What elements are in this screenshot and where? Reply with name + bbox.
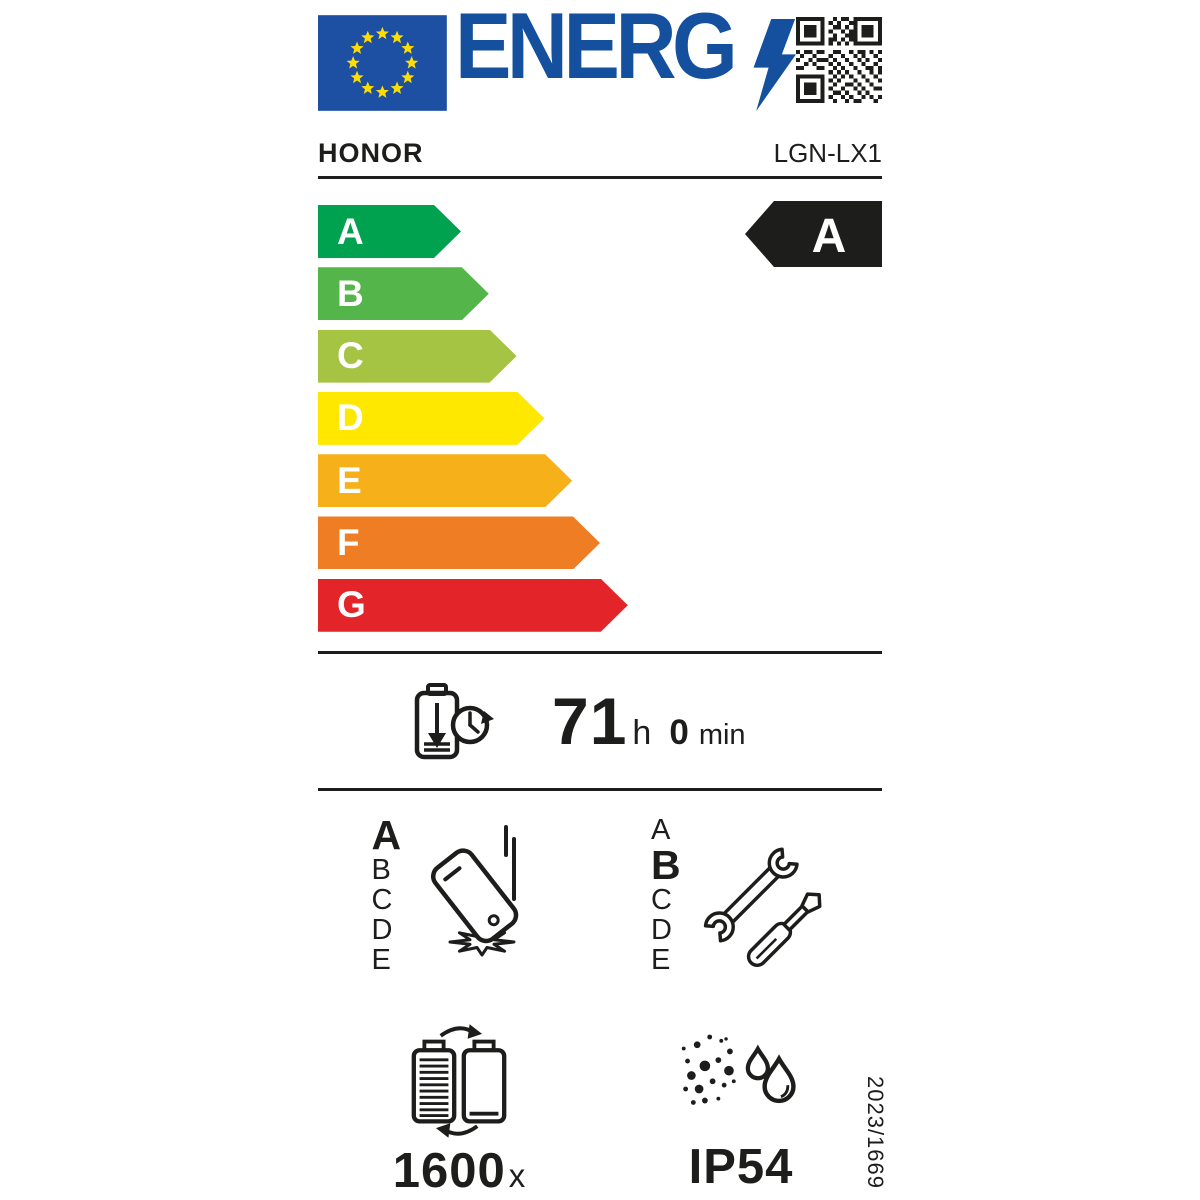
battery-cycles-section: 1600 x	[318, 1021, 600, 1199]
energy-class-letter: B	[337, 272, 364, 314]
scale-letter: B	[371, 853, 391, 886]
scale-letter: B	[651, 841, 681, 888]
dust-water-icon	[681, 1034, 796, 1105]
scale-letter: D	[651, 913, 672, 946]
endurance-hours: 71	[552, 683, 628, 758]
ingress-protection-section: IP54	[600, 1021, 882, 1199]
energy-class-letter: E	[337, 459, 362, 501]
falling-phone-icon	[430, 824, 518, 957]
energy-class-bar: D	[318, 392, 544, 445]
battery-endurance-section: 71 h 0 min	[410, 678, 882, 764]
ip-rating-label: IP54	[689, 1139, 794, 1195]
repairability-scale: A B C D E	[651, 815, 687, 1011]
endurance-minutes: 0	[669, 712, 689, 752]
repairability-section: A B C D E	[600, 815, 882, 1011]
rating-arrow-shape	[745, 201, 882, 267]
energy-class-bar: A	[318, 205, 461, 258]
battery-cycle-icon	[411, 1024, 507, 1138]
divider	[318, 650, 882, 654]
energy-class-bar: F	[318, 516, 600, 569]
energy-class-scale: A B C D E F G A	[318, 201, 882, 632]
scale-letter: E	[371, 943, 391, 976]
energy-class-letter: D	[337, 397, 364, 439]
scale-letter: A	[651, 813, 671, 846]
brand-name: HONOR	[318, 138, 424, 168]
regulation-number: 2023/1669	[863, 1076, 888, 1189]
battery-cycles-value: 1600	[392, 1143, 506, 1198]
qr-code-icon	[796, 17, 882, 103]
energy-class-bar: E	[318, 454, 572, 507]
ip-rating-value: IP54	[688, 1139, 794, 1194]
scale-letter: D	[371, 913, 393, 946]
energy-label: ENERG HONOR LGN-LX1 A B C D E	[318, 0, 888, 1199]
drop-reliability-section: A B C D E	[318, 811, 600, 1011]
attribute-quadrants: A B C D E A B C	[318, 811, 882, 1199]
divider	[318, 787, 882, 791]
energy-class-letter: G	[337, 584, 366, 626]
battery-cycles-label: 1600 x	[393, 1143, 526, 1199]
scale-letter: A	[371, 811, 402, 858]
endurance-minutes-unit: min	[698, 718, 746, 751]
endurance-hours-unit: h	[632, 713, 652, 752]
eu-flag-icon	[318, 15, 447, 111]
rating-letter: A	[812, 210, 847, 263]
energ-logo: ENERG	[455, 0, 797, 113]
scale-letter: C	[651, 883, 672, 916]
model-identifier: LGN-LX1	[773, 138, 882, 168]
energy-class-letter: A	[337, 210, 364, 252]
scale-letter: C	[371, 883, 393, 916]
scale-letter: E	[651, 943, 671, 976]
energy-class-letter: C	[337, 335, 364, 377]
wrench-screwdriver-icon	[701, 845, 822, 967]
energy-class-letter: F	[337, 521, 360, 563]
brand-row: HONOR LGN-LX1	[318, 138, 882, 179]
energy-class-bar: G	[318, 579, 628, 632]
rating-arrow: A	[745, 201, 882, 267]
battery-cycles-unit: x	[508, 1156, 526, 1194]
reliability-scale: A B C D E	[371, 811, 408, 1011]
label-header: ENERG	[318, 0, 882, 113]
battery-discharge-clock-icon	[414, 682, 494, 760]
energy-class-bar: B	[318, 267, 489, 320]
energ-logo-text: ENERG	[454, 0, 738, 98]
energy-class-bar: C	[318, 330, 517, 383]
endurance-time: 71 h 0 min	[552, 683, 746, 759]
lightning-bolt-icon	[753, 19, 797, 111]
